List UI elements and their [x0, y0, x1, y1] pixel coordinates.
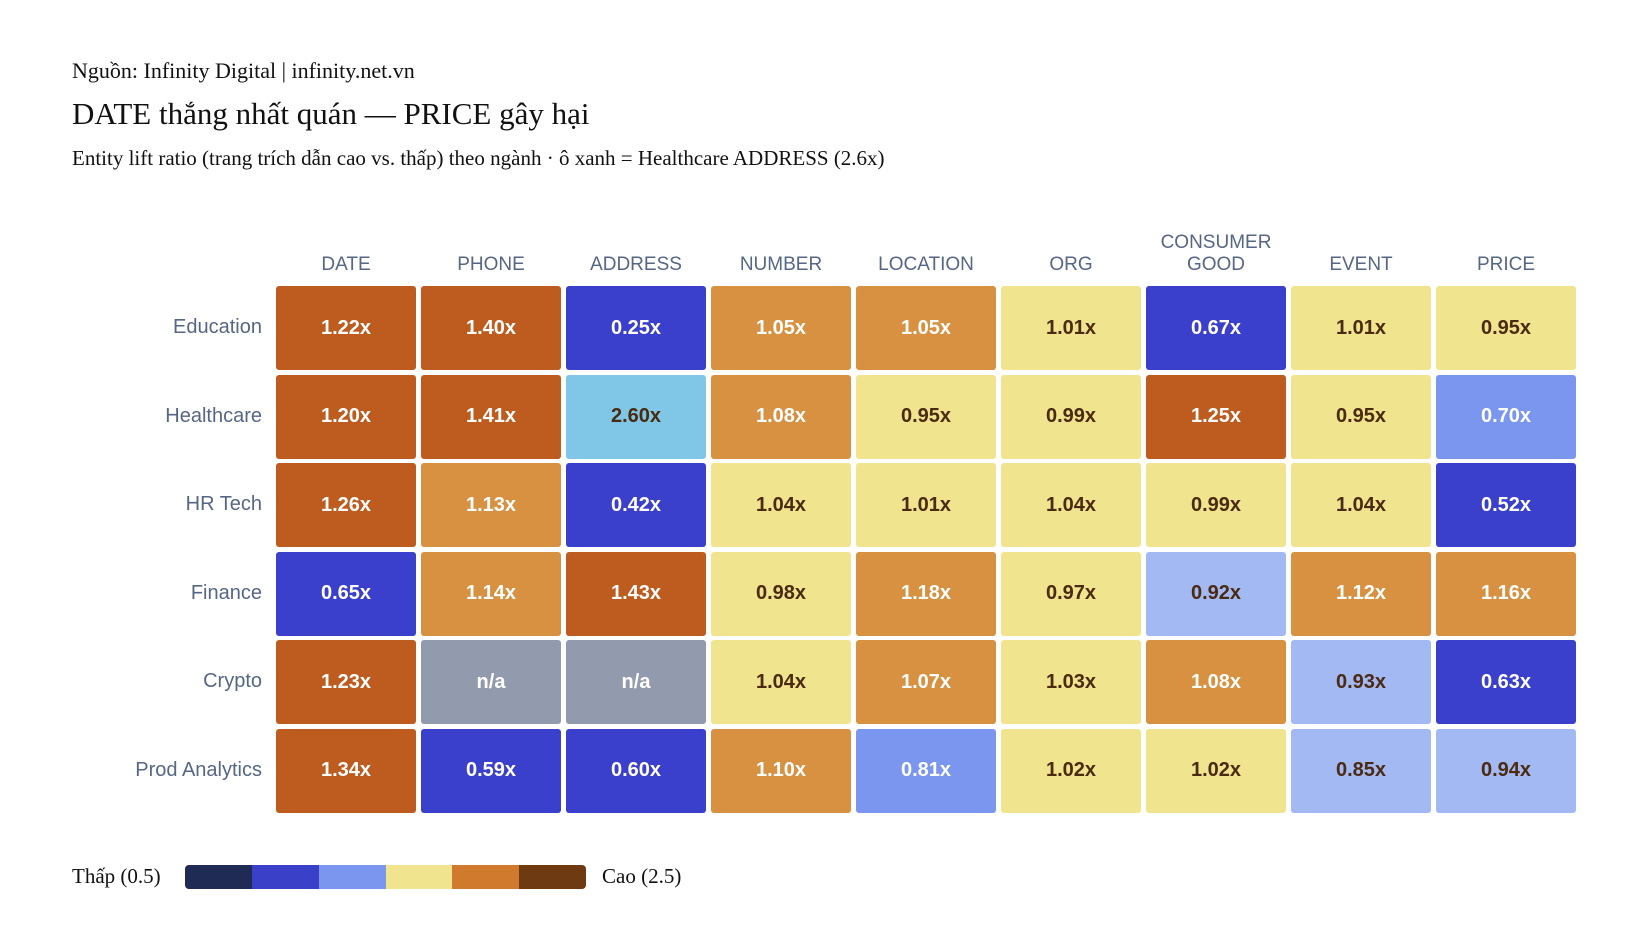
- heat-cell: 1.05x: [856, 286, 996, 370]
- heat-cell: 1.18x: [856, 551, 996, 636]
- row-label: Education: [173, 316, 262, 338]
- heat-cell: 1.03x: [1001, 640, 1141, 724]
- heat-cell: 0.59x: [421, 728, 561, 813]
- heat-cell: 1.25x: [1146, 374, 1286, 459]
- heat-cell: 0.60x: [566, 728, 706, 813]
- heat-cell: 1.26x: [276, 463, 416, 547]
- heat-cell: 0.97x: [1001, 551, 1141, 636]
- heat-cell: 1.34x: [276, 728, 416, 813]
- row-label: Finance: [190, 581, 262, 604]
- heat-cell: 1.02x: [1001, 728, 1141, 813]
- column-label: CONSUMER GOOD: [1160, 232, 1272, 275]
- heat-cell: 0.52x: [1436, 463, 1576, 547]
- heat-cell: 0.85x: [1291, 728, 1431, 813]
- heat-cell: 1.04x: [711, 640, 851, 724]
- row-label: HR Tech: [185, 493, 262, 515]
- source: Nguồn: Infinity Digital | infinity.net.v…: [72, 58, 415, 83]
- heat-cell: 0.98x: [711, 551, 851, 636]
- heat-cell: 1.40x: [421, 286, 561, 370]
- chart-title: DATE thắng nhất quán — PRICE gây hại: [72, 96, 590, 131]
- heat-cell: 0.95x: [1291, 374, 1431, 459]
- heat-cell: 2.60x: [566, 374, 706, 459]
- row-label: Healthcare: [165, 404, 262, 427]
- column-label: DATE: [321, 254, 371, 275]
- heat-cell: 1.16x: [1436, 551, 1576, 636]
- heat-cell: 0.92x: [1146, 551, 1286, 636]
- heat-cell: 1.08x: [1146, 640, 1286, 724]
- chart-subtitle: Entity lift ratio (trang trích dẫn cao v…: [72, 146, 885, 170]
- heat-cell: 1.05x: [711, 286, 851, 370]
- heat-cell: 1.14x: [421, 551, 561, 636]
- column-label: ADDRESS: [590, 254, 682, 275]
- heat-cell: 0.65x: [276, 551, 416, 636]
- na-cell: n/a: [421, 640, 561, 724]
- column-label: PRICE: [1476, 254, 1536, 275]
- colorbar-swatch: [385, 865, 453, 889]
- heat-cell: 0.99x: [1001, 374, 1141, 459]
- heat-cell: 1.13x: [421, 463, 561, 547]
- legend-low: Thấp (0.5): [72, 864, 161, 888]
- heat-cell: 0.93x: [1291, 640, 1431, 724]
- column-label: PHONE: [457, 254, 525, 275]
- row-label: Prod Analytics: [135, 758, 262, 781]
- heat-cell: 0.99x: [1146, 463, 1286, 547]
- column-label: NUMBER: [739, 254, 823, 275]
- heat-cell: 1.10x: [711, 728, 851, 813]
- colorbar-swatch: [519, 865, 587, 889]
- column-label: LOCATION: [878, 254, 974, 275]
- heat-cell: 1.23x: [276, 640, 416, 724]
- heat-cell: 1.01x: [1001, 286, 1141, 370]
- heat-cell: 0.94x: [1436, 728, 1576, 813]
- column-label: EVENT: [1329, 254, 1393, 275]
- heat-cell: 0.63x: [1436, 640, 1576, 724]
- heat-cell: 1.02x: [1146, 728, 1286, 813]
- heat-cell: 0.70x: [1436, 374, 1576, 459]
- colorbar-swatch: [318, 865, 386, 889]
- heat-cell: 1.07x: [856, 640, 996, 724]
- heat-cell: 1.01x: [856, 463, 996, 547]
- heat-cell: 0.95x: [1436, 286, 1576, 370]
- heat-cell: 1.04x: [711, 463, 851, 547]
- legend-high: Cao (2.5): [602, 864, 682, 888]
- heat-cell: 1.12x: [1291, 551, 1431, 636]
- heat-cell: 1.04x: [1291, 463, 1431, 547]
- heat-cell: 1.01x: [1291, 286, 1431, 370]
- colorbar-swatch: [185, 865, 253, 889]
- column-label: ORG: [1049, 254, 1093, 275]
- colorbar-swatch: [452, 865, 520, 889]
- heat-cell: 0.42x: [566, 463, 706, 547]
- row-label: Crypto: [203, 670, 262, 692]
- colorbar-swatch: [251, 865, 320, 889]
- na-cell: n/a: [566, 640, 706, 724]
- heat-cell: 0.81x: [856, 728, 996, 813]
- heat-cell: 0.67x: [1146, 286, 1286, 370]
- heat-cell: 1.22x: [276, 286, 416, 370]
- heat-cell: 1.43x: [566, 551, 706, 636]
- heat-cell: 0.95x: [856, 374, 996, 459]
- heat-cell: 1.20x: [276, 374, 416, 459]
- heat-cell: 1.41x: [421, 374, 561, 459]
- heat-cell: 1.08x: [711, 374, 851, 459]
- heat-cell: 1.04x: [1001, 463, 1141, 547]
- heat-cell: 0.25x: [566, 286, 706, 370]
